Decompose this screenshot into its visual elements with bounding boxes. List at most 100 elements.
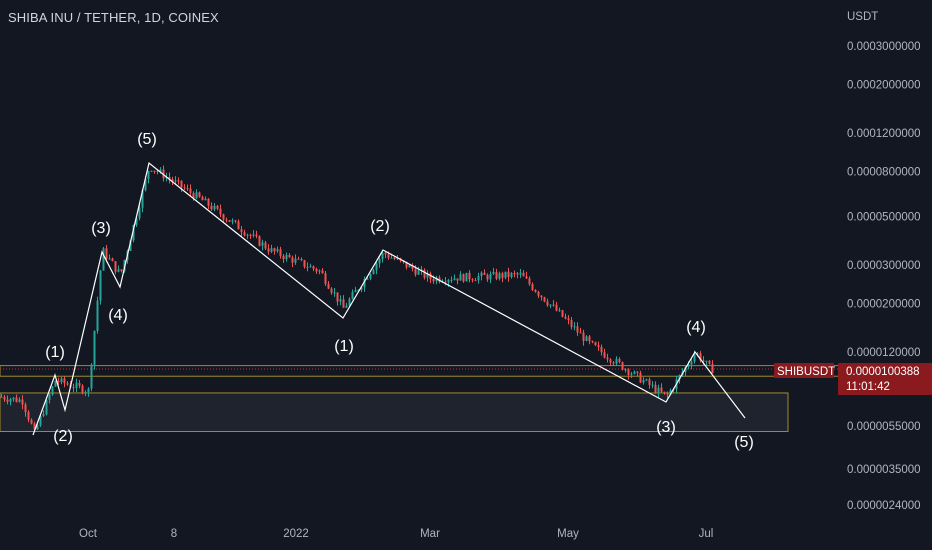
candle-body — [288, 254, 291, 258]
wave-label-6: (1) — [334, 338, 354, 355]
candle-body — [468, 272, 471, 280]
candle-body — [510, 273, 513, 277]
wave-labels-layer: (1) (2) (3) (4) (5) (1) (2) (3) (4) (5) — [45, 131, 754, 451]
candle-body — [303, 260, 306, 267]
candle-body — [513, 273, 516, 275]
candle-body — [531, 284, 534, 290]
candle-body — [153, 170, 156, 172]
candle-body — [339, 299, 342, 302]
candle-body — [540, 295, 543, 298]
candle-body — [33, 423, 36, 430]
candle-body — [210, 205, 213, 210]
candle-body — [57, 380, 60, 383]
candle-body — [369, 274, 372, 279]
candle-body — [567, 318, 570, 321]
candle-body — [147, 170, 150, 180]
candle-body — [492, 272, 495, 274]
candle-body — [27, 412, 30, 420]
candle-body — [21, 399, 24, 405]
time-tick-0: Oct — [79, 528, 98, 540]
candle-body — [324, 273, 327, 284]
candle-body — [144, 179, 147, 191]
candle-body — [642, 380, 645, 383]
candle-body — [375, 263, 378, 271]
candle-body — [315, 268, 318, 272]
candle-body — [393, 257, 396, 259]
candle-body — [222, 214, 225, 220]
candle-body — [75, 382, 78, 388]
candle-body — [96, 300, 99, 331]
candle-body — [465, 272, 468, 282]
candle-body — [384, 252, 387, 255]
candle-body — [264, 242, 267, 249]
candle-body — [90, 364, 93, 389]
candle-body — [648, 379, 651, 385]
candle-body — [633, 371, 636, 374]
candle-body — [267, 248, 270, 252]
candle-body — [471, 279, 474, 281]
candle-body — [141, 190, 144, 208]
candle-body — [12, 397, 15, 400]
candle-body — [561, 310, 564, 317]
candle-body — [378, 258, 381, 264]
candle-body — [699, 353, 702, 361]
candle-body — [486, 274, 489, 280]
candle-body — [150, 170, 153, 172]
candle-body — [231, 220, 234, 222]
candle-body — [363, 278, 366, 288]
candle-body — [36, 425, 39, 430]
candle-body — [132, 224, 135, 241]
candle-body — [186, 188, 189, 190]
candle-body — [489, 273, 492, 280]
candle-body — [273, 248, 276, 252]
time-tick-2: 2022 — [283, 528, 309, 540]
candle-body — [234, 220, 237, 222]
candle-body — [447, 279, 450, 283]
candle-body — [630, 373, 633, 375]
candle-body — [63, 378, 66, 384]
candle-body — [519, 272, 522, 275]
candle-body — [693, 354, 696, 362]
candle-body — [15, 397, 18, 402]
candle-body — [459, 274, 462, 281]
candle-body — [453, 278, 456, 280]
candle-body — [387, 254, 390, 258]
candle-body — [525, 276, 528, 279]
candle-body — [30, 419, 33, 424]
candle-body — [372, 270, 375, 275]
candle-body — [3, 396, 6, 400]
price-band — [0, 365, 841, 377]
candle-body — [207, 198, 210, 206]
candle-body — [225, 219, 228, 221]
candle-body — [354, 290, 357, 293]
candle-body — [366, 278, 369, 280]
candle-body — [456, 278, 459, 281]
candle-body — [297, 258, 300, 260]
candle-body — [294, 258, 297, 263]
candle-body — [495, 272, 498, 279]
candle-body — [276, 249, 279, 252]
candle-body — [270, 248, 273, 252]
candle-body — [60, 378, 63, 383]
candle-body — [285, 254, 288, 260]
candle-body — [627, 369, 630, 375]
candle-body — [501, 273, 504, 278]
price-tick-7: 0.0000120000 — [847, 347, 921, 359]
candle-body — [246, 234, 249, 236]
price-badge-countdown: 11:01:42 — [846, 381, 890, 393]
candle-body — [258, 236, 261, 246]
candle-body — [198, 192, 201, 197]
candle-body — [555, 304, 558, 311]
candle-body — [429, 273, 432, 280]
candle-body — [696, 353, 699, 355]
time-tick-5: Jul — [699, 528, 714, 540]
wave-label-9: (4) — [686, 319, 706, 336]
price-tick-6: 0.0000200000 — [847, 298, 921, 310]
candle-body — [201, 196, 204, 201]
candle-body — [582, 332, 585, 341]
candle-body — [549, 304, 552, 306]
candle-body — [249, 234, 252, 236]
candle-body — [450, 279, 453, 281]
